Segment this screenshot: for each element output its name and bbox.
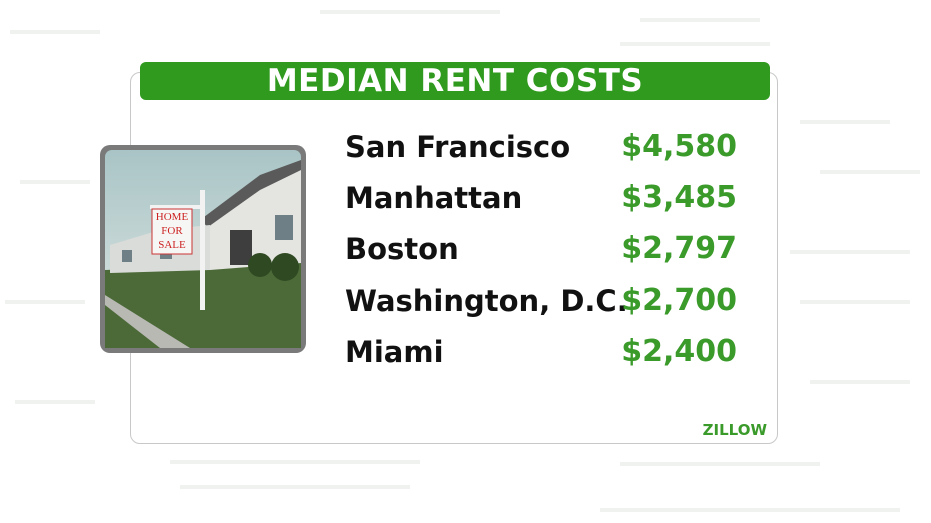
rent-value: $2,400 <box>621 333 737 369</box>
rent-value: $4,580 <box>621 129 737 164</box>
sign-text: FOR <box>161 225 183 237</box>
city-name: Manhattan <box>345 181 523 216</box>
city-name: Miami <box>345 334 444 369</box>
title-bar: MEDIAN RENT COSTS <box>140 62 770 100</box>
rent-value: $2,700 <box>621 282 737 318</box>
title: MEDIAN RENT COSTS <box>266 63 644 99</box>
sign-text: HOME <box>156 211 189 223</box>
rent-value: $3,485 <box>621 180 737 216</box>
sign-text: SALE <box>158 239 186 251</box>
house-photo: HOME FOR SALE <box>100 145 306 353</box>
city-name: San Francisco <box>345 130 571 164</box>
city-name: Boston <box>345 232 459 267</box>
source: ZILLOW <box>702 421 767 439</box>
city-name: Washington, D.C. <box>345 283 628 318</box>
rent-value: $2,797 <box>621 231 737 267</box>
